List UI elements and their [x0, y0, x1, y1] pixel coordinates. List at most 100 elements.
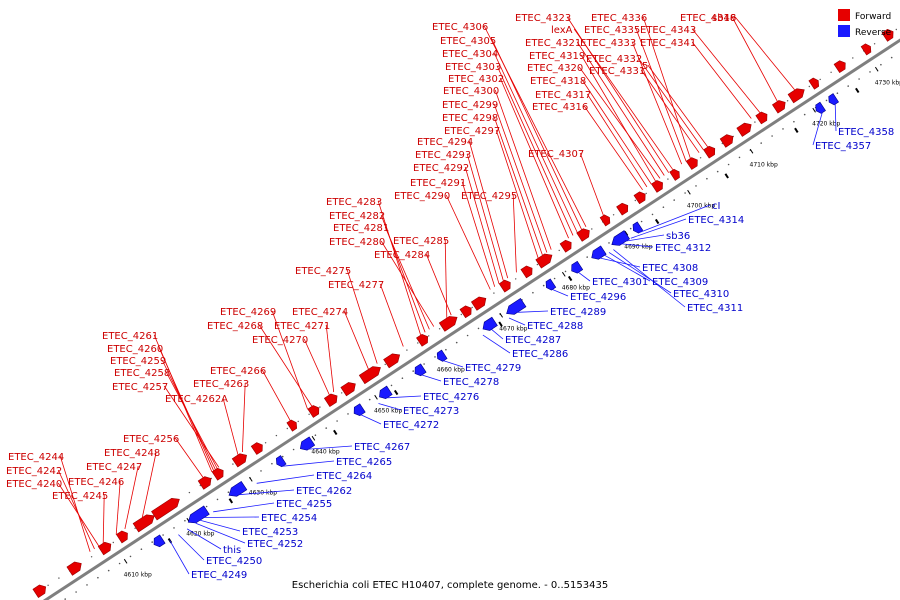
reverse-gene-label: ETEC_4308 [642, 263, 698, 274]
forward-gene-arrow [650, 180, 663, 193]
axis-dot [847, 85, 849, 87]
axis-dot [819, 78, 821, 81]
axis-dot [684, 192, 686, 194]
forward-gene-label: ETEC_4246 [68, 477, 124, 488]
reverse-leader-line [622, 243, 654, 248]
reverse-gene-label: ETEC_4279 [465, 363, 521, 374]
reverse-gene-arrow [379, 385, 393, 400]
reverse-leader-line [834, 104, 837, 132]
forward-gene-label: ETEC_4341 [640, 38, 696, 49]
axis-dot [760, 142, 762, 144]
forward-gene-label: ETEC_4271 [274, 321, 330, 332]
forward-gene-label: ETEC_4274 [292, 307, 348, 318]
axis-dot [880, 63, 882, 66]
genome-axis-group [42, 38, 900, 600]
forward-leader-line [464, 166, 500, 284]
axis-dot [793, 120, 795, 123]
axis-dot [873, 43, 876, 45]
forward-leader-line [141, 451, 157, 518]
reverse-gene-label: ETEC_4301 [592, 277, 648, 288]
forward-leader-line [303, 338, 330, 396]
reverse-gene-label: ETEC_4289 [550, 307, 606, 318]
axis-dot [151, 541, 153, 543]
axis-dot [118, 562, 121, 565]
forward-leader-line [576, 41, 665, 176]
forward-gene-label: ETEC_4299 [442, 100, 498, 111]
axis-dot [586, 256, 588, 258]
forward-leader-line [384, 226, 430, 330]
reverse-gene-arrow [545, 278, 557, 291]
forward-gene-label: ETEC_4285 [393, 236, 449, 247]
forward-gene-label: ETEC_4242 [6, 466, 62, 477]
forward-gene-arrow [599, 214, 611, 227]
reverse-gene-arrow [632, 221, 644, 234]
forward-gene-arrow [520, 265, 533, 279]
forward-leader-line [493, 52, 578, 233]
forward-leader-line [494, 89, 552, 250]
axis-dot [264, 442, 267, 444]
forward-leader-line [163, 385, 220, 468]
reverse-gene-label: ETEC_4314 [688, 215, 744, 226]
forward-leader-line [647, 64, 709, 148]
reverse-gene-label: ETEC_4278 [443, 377, 499, 388]
kbp-tick-mark [749, 148, 754, 154]
kbp-tick-mark [687, 189, 691, 195]
forward-gene-label: ETEC_4333 [580, 38, 636, 49]
axis-dot [428, 335, 430, 337]
forward-gene-arrow [459, 305, 472, 319]
reverse-gene-label: ETEC_4254 [261, 513, 317, 524]
reverse-gene-label: ETEC_4310 [673, 289, 729, 300]
axis-dot [754, 121, 756, 123]
axis-dot [107, 569, 110, 572]
reverse-leader-line [186, 528, 222, 550]
reverse-leader-line [204, 516, 260, 518]
reverse-leader-line [256, 474, 315, 484]
forward-gene-arrow [132, 514, 155, 533]
axis-dot [782, 128, 784, 130]
forward-leader-line [466, 153, 504, 282]
forward-gene-arrow [358, 366, 381, 385]
reverse-gene-label: ETEC_4255 [276, 499, 332, 510]
forward-gene-arrow [286, 419, 298, 432]
forward-gene-label: ETEC_4297 [444, 126, 500, 137]
kbp-tick-label: 4620 kbp [186, 530, 214, 537]
forward-gene-label: ETEC_4335 [584, 25, 640, 36]
forward-leader-line [499, 77, 569, 239]
forward-gene-arrow [151, 497, 180, 521]
axis-dot [184, 519, 186, 522]
reverse-gene-label: ETEC_4265 [336, 457, 392, 468]
axis-dot [667, 178, 669, 180]
forward-gene-label: ETEC_4305 [440, 36, 496, 47]
forward-leader-line [444, 239, 448, 319]
forward-gene-arrow [736, 122, 752, 137]
reverse-leader-line [608, 252, 672, 294]
axis-dot [825, 99, 828, 102]
forward-leader-line [57, 469, 95, 550]
reverse-gene-label: ETEC_4309 [652, 277, 708, 288]
reverse-gene-label: ETEC_4286 [512, 349, 568, 360]
kbp-tick-label: 4690 kbp [624, 243, 652, 250]
axis-dot [808, 85, 810, 88]
forward-leader-line [425, 253, 452, 316]
reverse-gene-label: cI [712, 201, 720, 212]
forward-gene-arrow [470, 296, 487, 311]
reverse-leader-line [199, 519, 241, 532]
forward-gene-label: ETEC_4290 [394, 191, 450, 202]
axis-dot [651, 213, 654, 216]
axis-dot [90, 556, 93, 558]
forward-gene-arrow [703, 145, 716, 159]
forward-leader-line [495, 129, 539, 259]
axis-dot [699, 157, 702, 159]
axis-dot [319, 406, 321, 408]
forward-gene-arrow [881, 28, 894, 42]
reverse-gene-arrow [571, 260, 584, 274]
forward-leader-line [174, 437, 204, 478]
reverse-gene-arrow [187, 505, 210, 524]
forward-leader-line [380, 240, 435, 327]
forward-gene-label: ETEC_4280 [329, 237, 385, 248]
forward-gene-label: ETEC_4316 [532, 102, 588, 113]
forward-leader-line [512, 194, 517, 273]
forward-gene-arrow [115, 530, 128, 544]
marker-dash [498, 321, 503, 327]
